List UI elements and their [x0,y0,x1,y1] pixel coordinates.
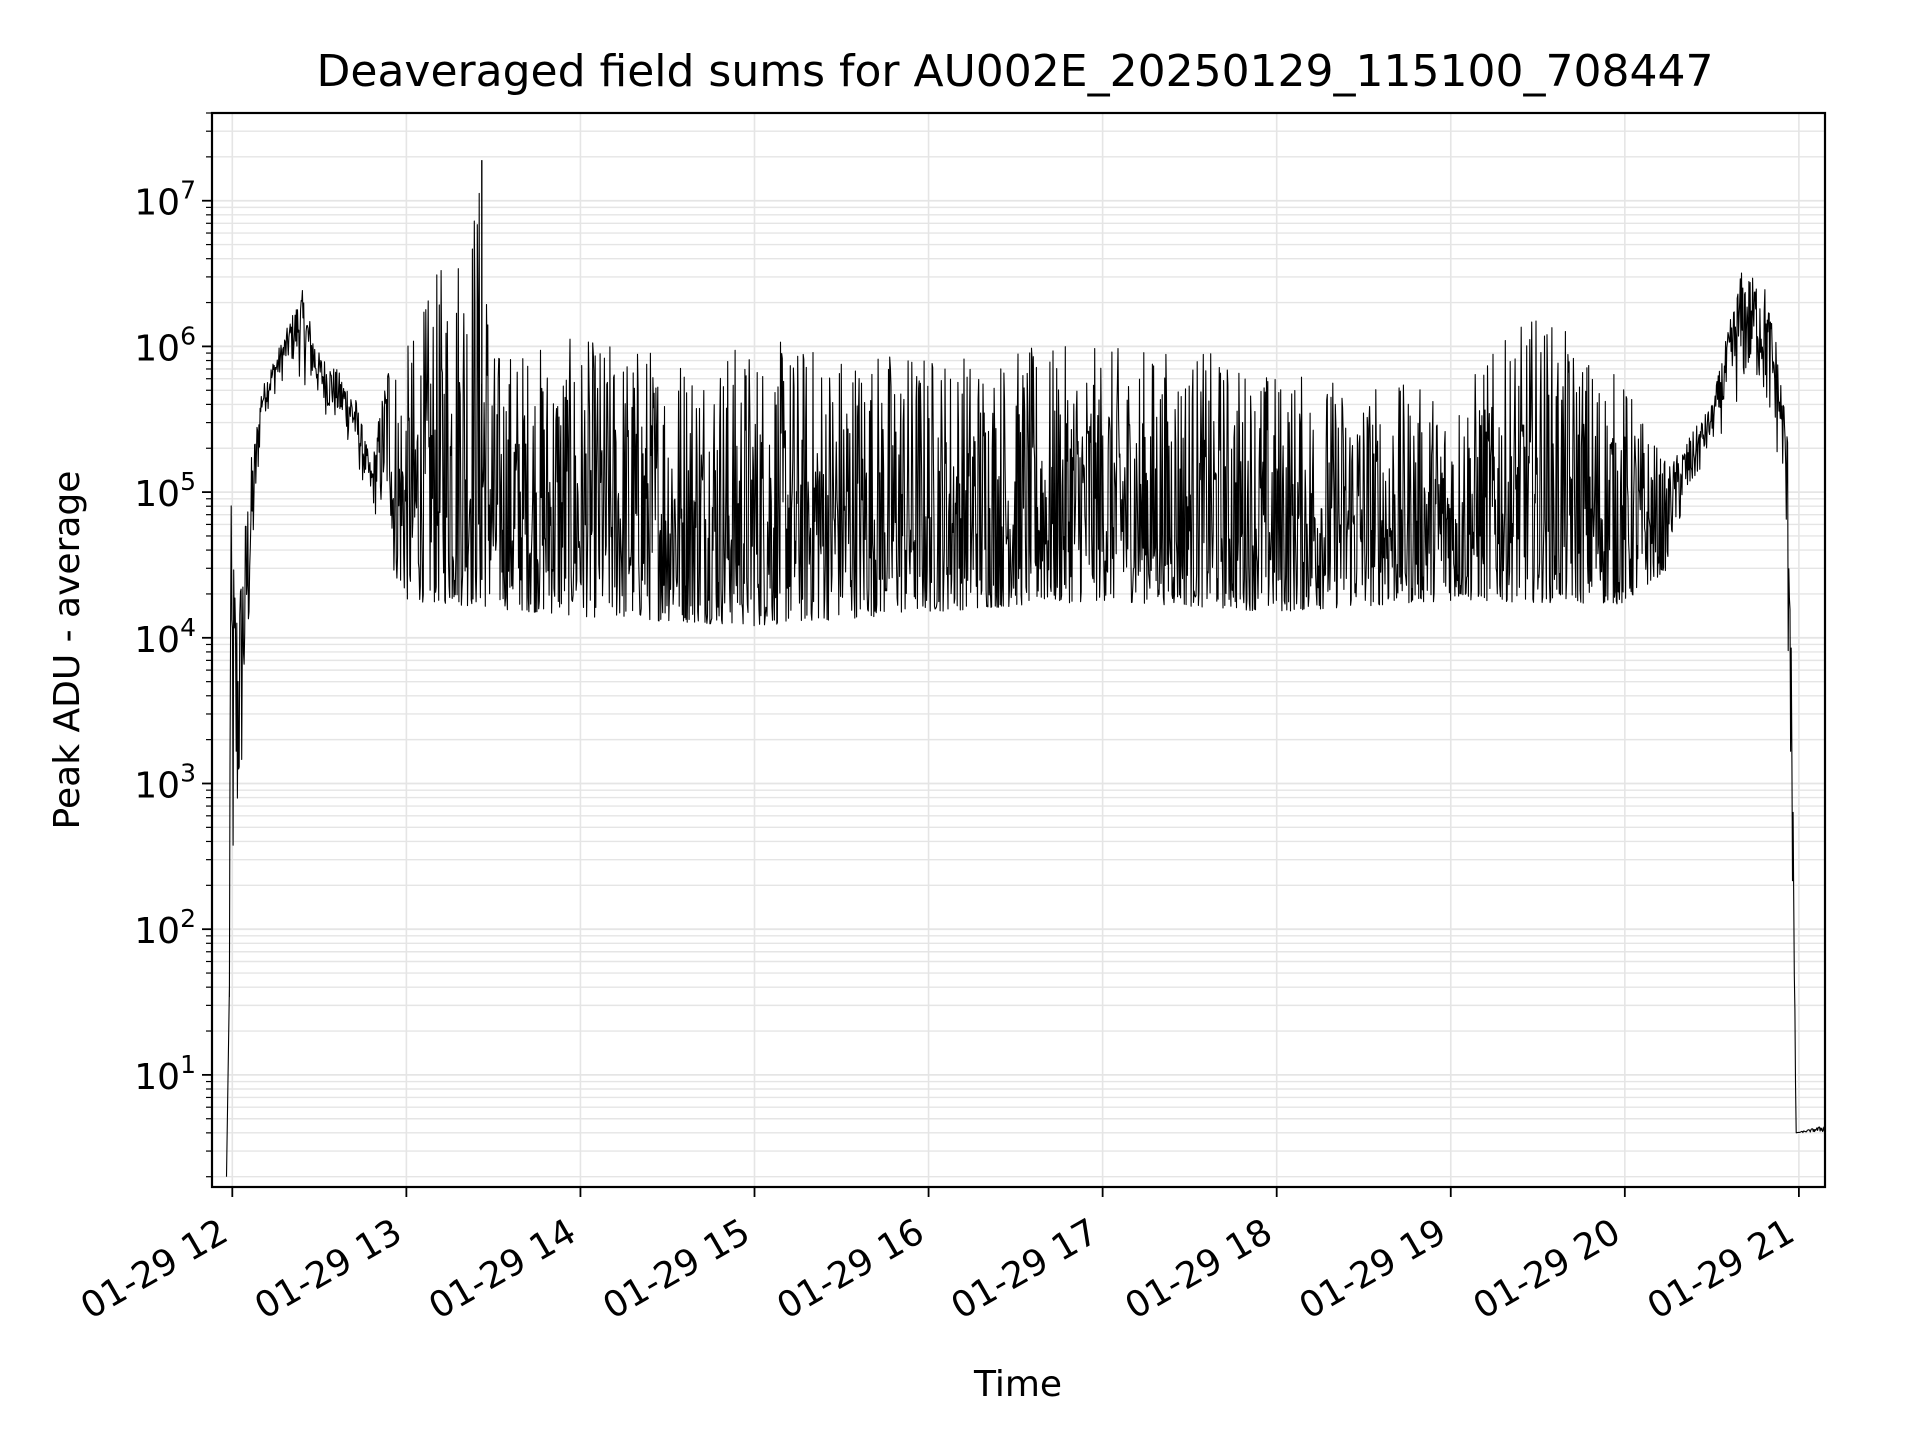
y-tick-label: 103 [134,758,196,806]
chart-title: Deaveraged field sums for AU002E_2025012… [317,46,1714,97]
y-tick-label: 105 [134,467,196,515]
y-tick-label: 101 [134,1050,196,1098]
y-tick-label: 107 [134,176,196,224]
series-line [225,160,1826,1177]
y-tick-label: 102 [134,904,196,952]
x-axis-label: Time [973,1364,1062,1405]
y-axis-label: Peak ADU - average [47,471,88,830]
series-line-path [225,192,1826,1177]
y-tick-label: 106 [134,321,196,369]
plot-frame [210,111,1827,1189]
y-tick-label: 104 [134,613,196,661]
grid [212,112,1825,1187]
